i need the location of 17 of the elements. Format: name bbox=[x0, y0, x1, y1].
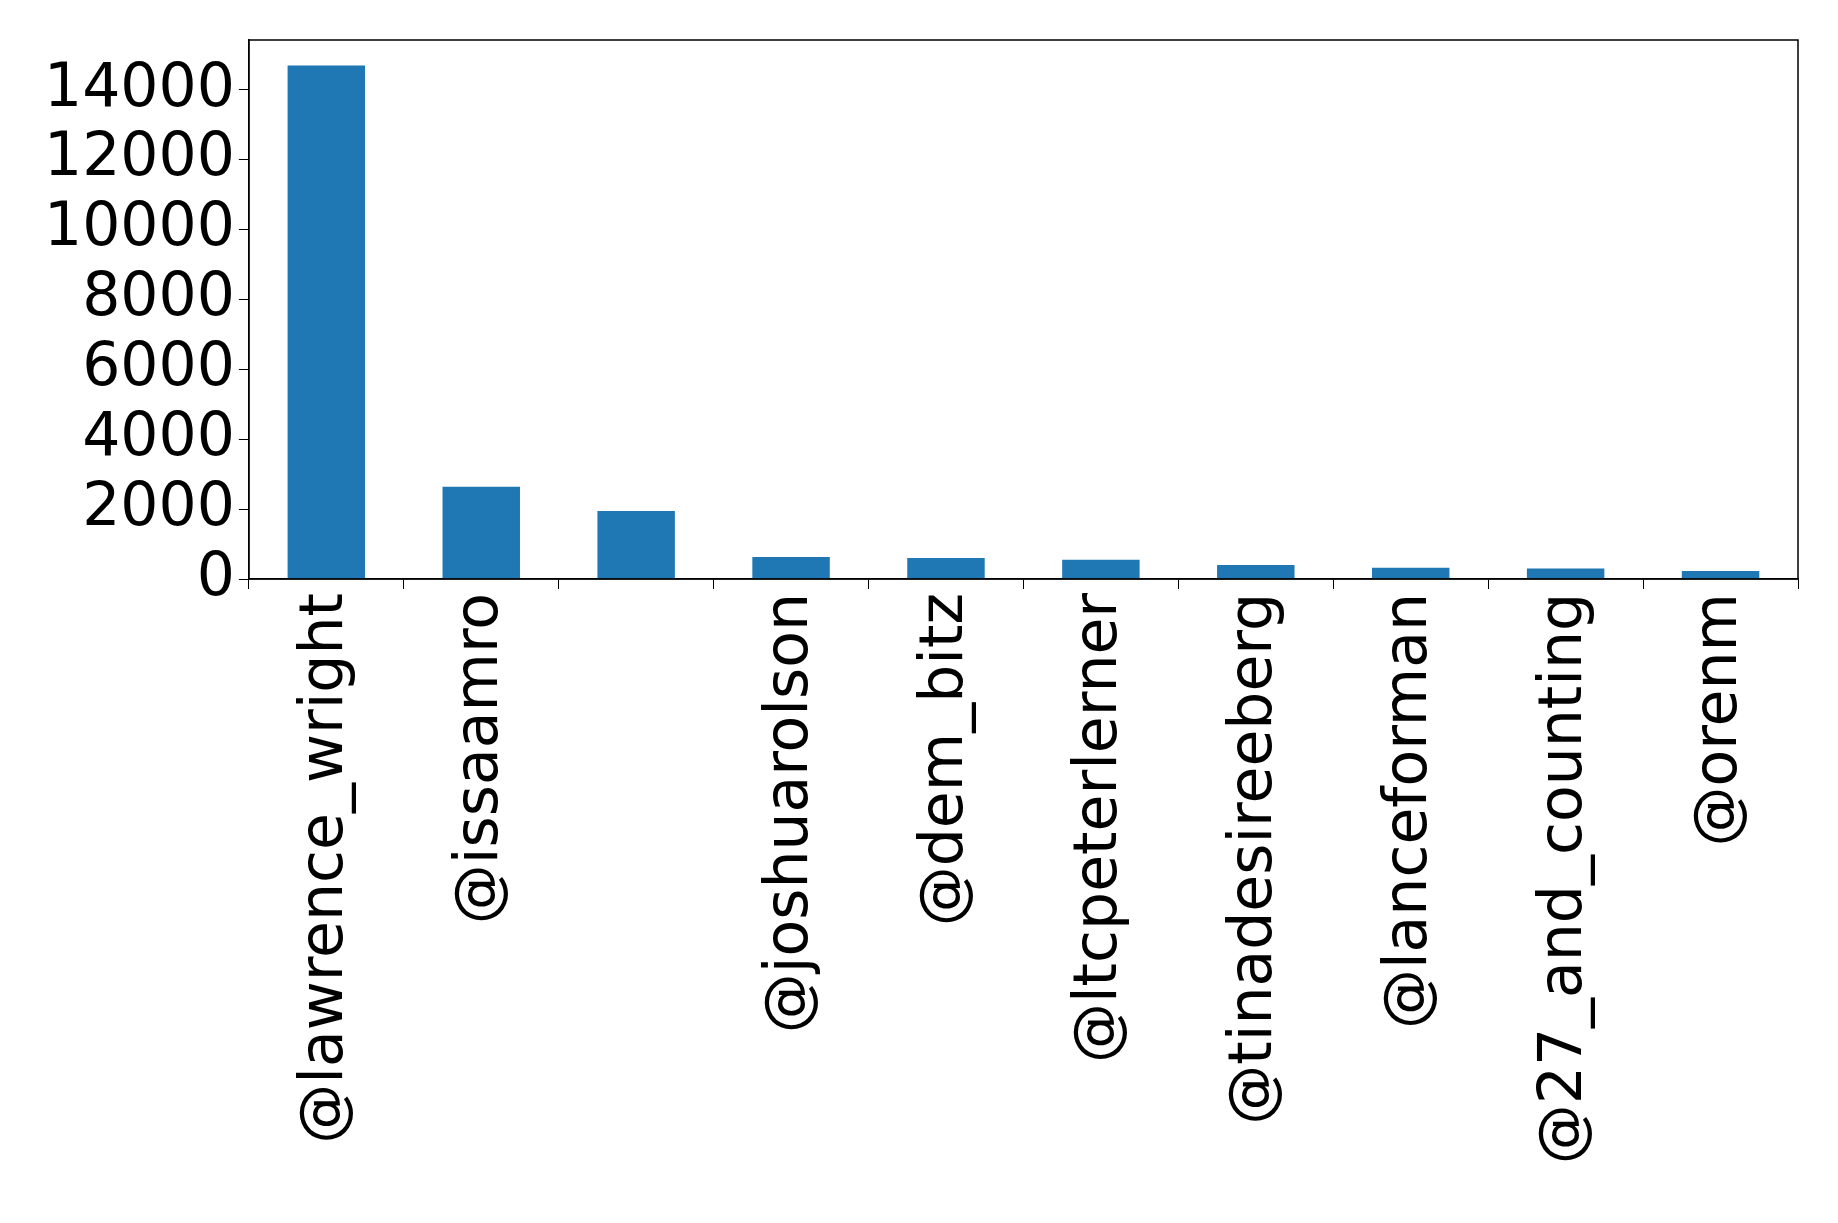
x-tick-label: @joshuarolson bbox=[750, 593, 821, 1034]
y-tick-label: 4000 bbox=[82, 398, 235, 469]
x-tick-label: @issaamro bbox=[440, 593, 511, 925]
y-tick-label: 8000 bbox=[82, 259, 235, 330]
x-tick-label: @27_and_counting bbox=[1525, 593, 1596, 1165]
x-tick-label: @lawrence_wright bbox=[285, 593, 356, 1144]
x-tick-label: @dem_bitz bbox=[905, 593, 976, 927]
y-tick-label: 0 bbox=[196, 538, 235, 609]
y-tick-label: 10000 bbox=[43, 189, 235, 260]
y-tick-label: 14000 bbox=[43, 49, 235, 120]
x-tick-label: @tinadesireeberg bbox=[1215, 593, 1286, 1125]
x-tick-label: @orenm bbox=[1680, 593, 1751, 847]
y-tick-label: 6000 bbox=[82, 329, 235, 399]
x-tick-label: @lanceforman bbox=[1370, 593, 1441, 1030]
x-tick-label: @ltcpeterlerner bbox=[1060, 592, 1131, 1064]
y-tick-label: 12000 bbox=[43, 119, 235, 190]
y-tick-label: 2000 bbox=[82, 468, 235, 539]
